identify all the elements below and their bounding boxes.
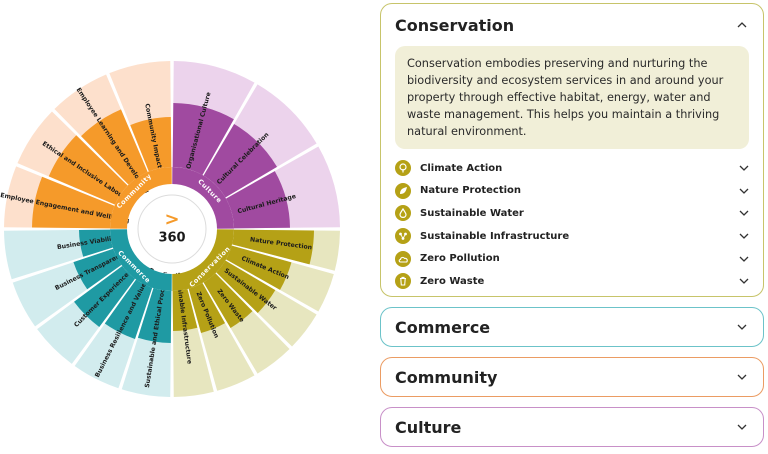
chevron-down-icon [739, 211, 749, 217]
accordion-community-header[interactable]: Community [381, 358, 763, 396]
conservation-segment[interactable] [188, 283, 226, 334]
culture-segment[interactable] [172, 103, 234, 175]
accordion-conservation-title: Conservation [395, 15, 515, 35]
hub-ring [137, 194, 207, 264]
culture-segment[interactable] [226, 171, 290, 229]
list-item-sustainable-infrastructure[interactable]: Sustainable Infrastructure [395, 225, 749, 248]
chevron-down-icon [737, 324, 747, 330]
chevron-down-icon [739, 165, 749, 172]
commerce-segment[interactable] [74, 265, 136, 327]
chevron-down-icon [739, 233, 749, 239]
list-item-label: Sustainable Water [420, 207, 524, 219]
cloud-icon [395, 250, 411, 267]
network-icon [395, 228, 411, 245]
chevron-down-icon [737, 424, 747, 430]
water-drop-icon [395, 205, 411, 222]
chevron-up-icon [737, 22, 747, 28]
list-item-zero-pollution[interactable]: Zero Pollution [395, 247, 749, 270]
culture-segment[interactable] [203, 123, 278, 198]
accordion-culture-title: Culture [395, 417, 462, 437]
accordion-conservation: Conservation Conservation embodies prese… [380, 3, 764, 297]
list-item-climate-action[interactable]: Climate Action [395, 157, 749, 180]
commerce-ring [110, 229, 172, 291]
commerce-segment[interactable] [104, 279, 153, 339]
community-ring [110, 167, 172, 229]
hub-label: 360 [158, 231, 185, 246]
list-item-label: Zero Pollution [420, 253, 500, 265]
community-segment[interactable] [130, 117, 172, 172]
community-segment[interactable] [48, 135, 128, 205]
chevron-down-icon [739, 256, 749, 262]
chevron-down-icon [737, 374, 747, 380]
community-segment[interactable] [32, 176, 115, 229]
accordion-conservation-header[interactable]: Conservation [381, 4, 763, 46]
community-segment[interactable] [81, 109, 148, 185]
commerce-segment[interactable] [137, 288, 172, 343]
conservation-ring [172, 229, 234, 291]
conservation-segment[interactable] [172, 289, 198, 331]
commerce-segment[interactable] [79, 229, 113, 257]
trash-icon [395, 273, 411, 290]
accordion-commerce[interactable]: Commerce [380, 307, 764, 347]
accordion-commerce-header[interactable]: Commerce [381, 308, 763, 346]
list-item-label: Sustainable Infrastructure [420, 230, 570, 242]
conservation-segment[interactable] [232, 229, 314, 265]
conservation-segment[interactable] [226, 245, 292, 290]
list-item-sustainable-water[interactable]: Sustainable Water [395, 202, 749, 225]
chevron-down-icon [739, 188, 749, 194]
accordion-commerce-title: Commerce [395, 317, 491, 337]
accordion-community-title: Community [395, 367, 498, 387]
list-item-label: Nature Protection [420, 185, 522, 197]
accordion-community[interactable]: Community [380, 357, 764, 397]
conservation-description: Conservation embodies preserving and nur… [395, 46, 749, 149]
accordion-culture[interactable]: Culture [380, 407, 764, 447]
sustainability-wheel: Organisational Culture Cultural Celebrati… [0, 61, 340, 397]
conservation-segment[interactable] [216, 260, 276, 313]
commerce-segment[interactable] [73, 248, 122, 290]
list-item-nature-protection[interactable]: Nature Protection [395, 180, 749, 203]
tree-icon [395, 160, 411, 177]
chevron-down-icon [739, 278, 749, 285]
hub-arrow-icon: > [164, 209, 179, 230]
accordion-culture-header[interactable]: Culture [381, 408, 763, 446]
list-item-label: Climate Action [420, 162, 503, 174]
list-item-label: Zero Waste [420, 275, 485, 287]
list-item-zero-waste[interactable]: Zero Waste [395, 270, 749, 293]
culture-ring [172, 167, 234, 229]
conservation-segment[interactable] [203, 273, 253, 328]
leaf-icon [395, 182, 411, 199]
